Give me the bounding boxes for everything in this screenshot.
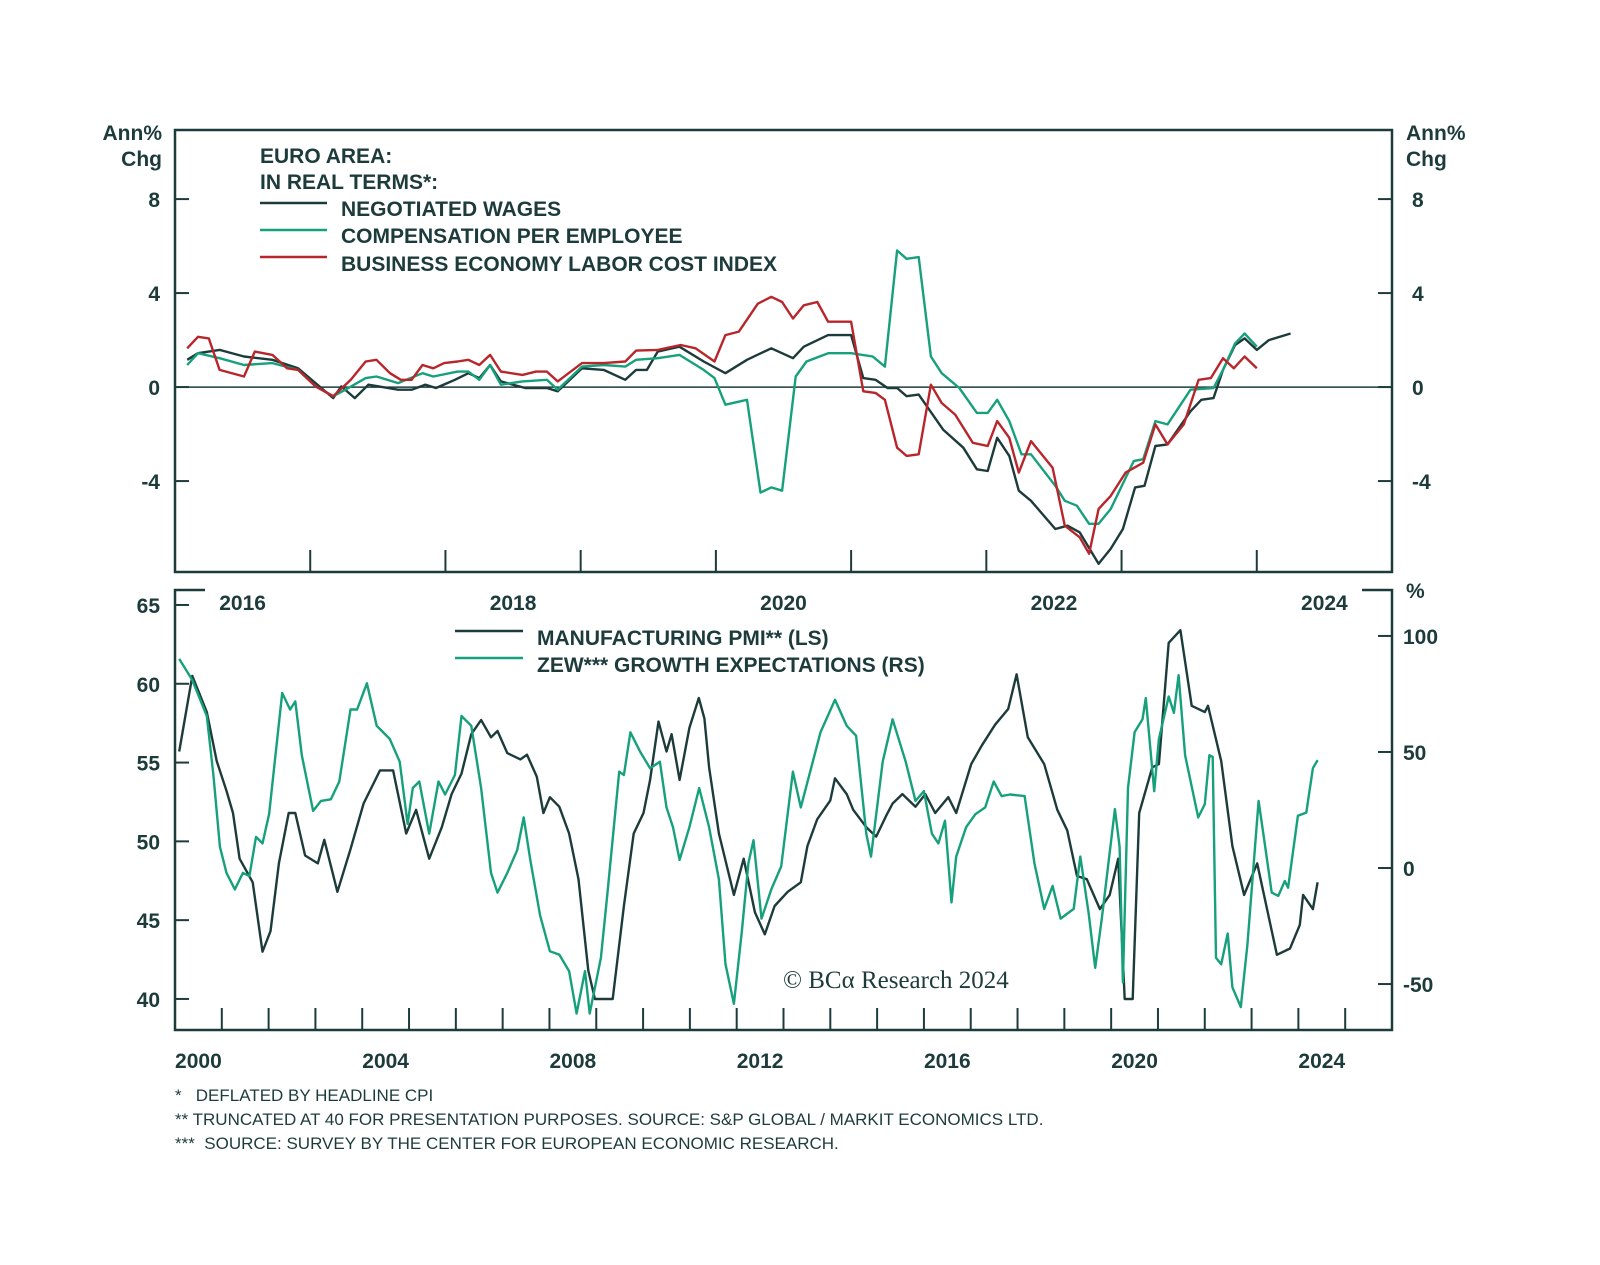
footnote-2: ** TRUNCATED AT 40 FOR PRESENTATION PURP… — [175, 1110, 1043, 1129]
x-tick-label: 2008 — [550, 1050, 597, 1073]
y-axis-title-left: Chg — [121, 148, 162, 171]
y-tick-label-left: 40 — [137, 989, 160, 1012]
y-tick-label-right: 4 — [1412, 283, 1424, 306]
y-tick-label-left: 55 — [137, 753, 161, 776]
bottom-legend: MANUFACTURING PMI** (LS) ZEW*** GROWTH E… — [455, 627, 925, 677]
x-tick-label: 2012 — [737, 1050, 784, 1073]
series-line-pmi — [178, 629, 1319, 1001]
top-chart-title: EURO AREA: — [260, 145, 392, 168]
y-axis-title-right: % — [1406, 580, 1425, 603]
y-tick-label-left: 4 — [148, 283, 160, 306]
x-tick-label: 2024 — [1298, 1050, 1345, 1073]
top-chart-subtitle: IN REAL TERMS*: — [260, 171, 438, 194]
y-tick-label-right: 50 — [1403, 742, 1426, 765]
y-tick-label-left: -4 — [141, 471, 160, 494]
x-tick-label: 2024 — [1301, 592, 1348, 615]
legend-label-pmi: MANUFACTURING PMI** (LS) — [537, 627, 829, 650]
y-axis-title-left: Ann% — [103, 122, 163, 145]
y-tick-label-right: 0 — [1403, 858, 1415, 881]
top-plot-frame — [173, 128, 1394, 574]
footnote-3: *** SOURCE: SURVEY BY THE CENTER FOR EUR… — [175, 1134, 839, 1153]
y-tick-label-left: 8 — [148, 189, 160, 212]
y-tick-label-left: 60 — [137, 674, 160, 697]
legend-label-zew: ZEW*** GROWTH EXPECTATIONS (RS) — [537, 654, 925, 677]
y-axis-title-right: Chg — [1406, 148, 1447, 171]
y-tick-label-right: 0 — [1412, 377, 1424, 400]
series-line-zew — [178, 658, 1319, 1015]
bottom-panel-pmi-zew: 65 60 55 50 45 40 100 50 0 -50% 2000 2004 2008 2012 20… — [137, 580, 1438, 1073]
copyright-watermark: © BCα Research 2024 — [783, 967, 1009, 994]
x-tick-label: 2020 — [760, 592, 807, 615]
x-tick-label: 2022 — [1031, 592, 1078, 615]
x-tick-label: 2016 — [219, 592, 266, 615]
legend-label-compensation: COMPENSATION PER EMPLOYEE — [341, 225, 683, 248]
y-tick-label-right: -4 — [1412, 471, 1431, 494]
y-tick-label-left: 0 — [148, 377, 160, 400]
y-axis-title-right: Ann% — [1406, 122, 1466, 145]
y-tick-label-right: 8 — [1412, 189, 1424, 212]
series-line-negotiated — [186, 332, 1291, 565]
x-tick-label: 2000 — [175, 1050, 222, 1073]
y-tick-label-left: 65 — [137, 595, 161, 618]
y-tick-label-left: 50 — [137, 831, 160, 854]
series-line-labor_cost — [186, 295, 1258, 555]
x-tick-label: 2020 — [1111, 1050, 1158, 1073]
x-tick-label: 2016 — [924, 1050, 971, 1073]
y-tick-label-left: 45 — [137, 910, 161, 933]
top-panel-wage-growth: 8 8 4 4 0 0 -4 -4 2016 2018 2020 2022 2024 Ann% Chg Ann… — [103, 122, 1466, 615]
y-tick-label-right: -50 — [1403, 974, 1433, 997]
x-tick-label: 2004 — [362, 1050, 409, 1073]
x-tick-label: 2018 — [490, 592, 537, 615]
legend-label-negotiated: NEGOTIATED WAGES — [341, 198, 561, 221]
top-legend: EURO AREA: IN REAL TERMS*: NEGOTIATED WA… — [260, 145, 777, 276]
legend-label-labor-cost: BUSINESS ECONOMY LABOR COST INDEX — [341, 253, 777, 276]
footnote-1: * DEFLATED BY HEADLINE CPI — [175, 1086, 433, 1105]
y-tick-label-right: 100 — [1403, 626, 1438, 649]
footnotes: * DEFLATED BY HEADLINE CPI ** TRUNCATED … — [175, 1086, 1043, 1153]
